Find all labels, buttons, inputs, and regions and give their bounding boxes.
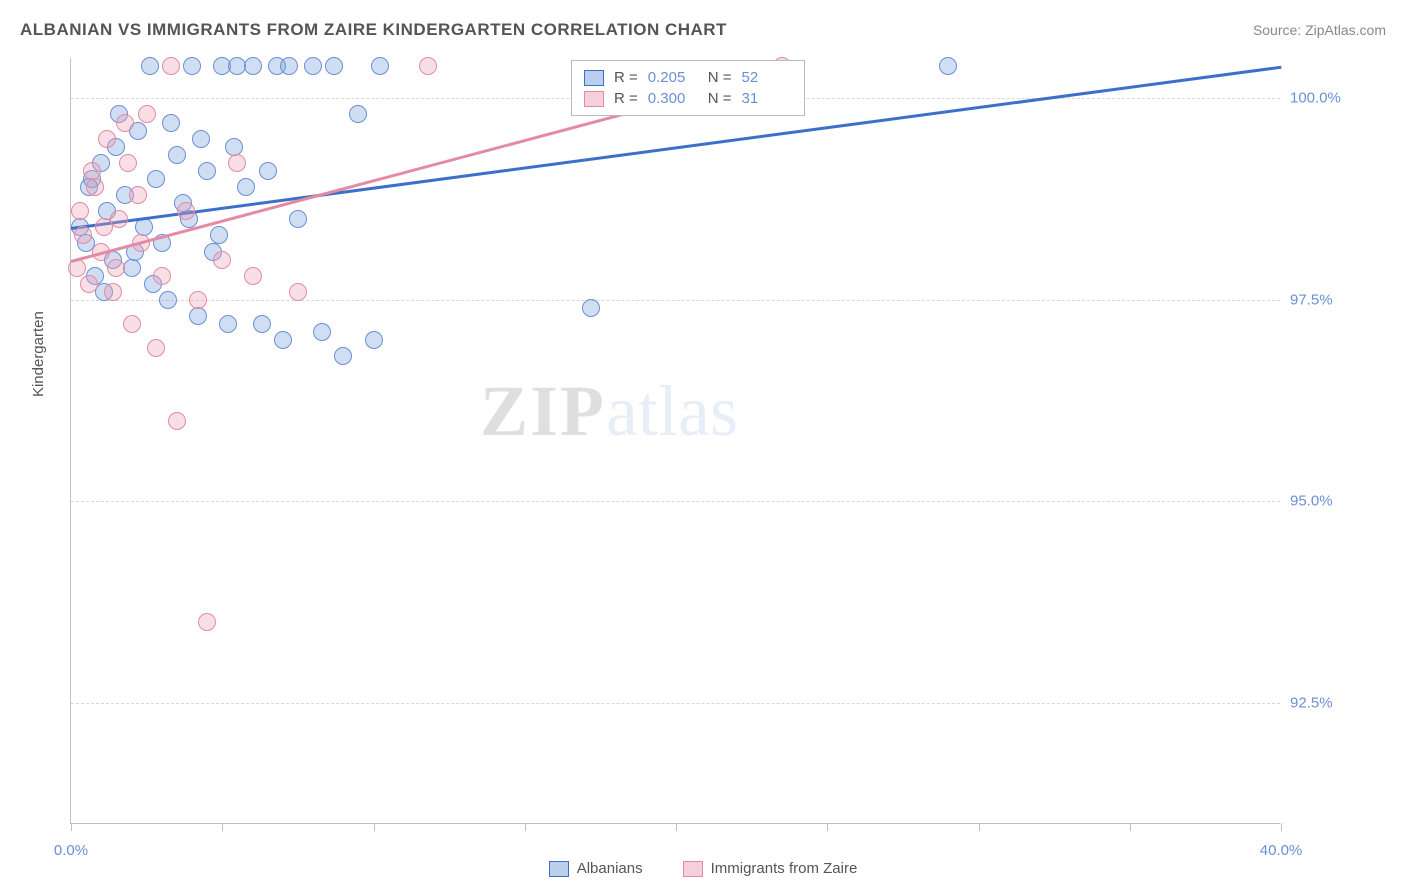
data-point <box>334 347 352 365</box>
data-point <box>219 315 237 333</box>
data-point <box>189 307 207 325</box>
data-point <box>147 339 165 357</box>
x-tick <box>525 823 526 831</box>
data-point <box>304 57 322 75</box>
data-point <box>129 186 147 204</box>
data-point <box>213 251 231 269</box>
r-label: R = <box>614 90 638 107</box>
legend-item: Albanians <box>549 860 643 877</box>
y-axis-label: Kindergarten <box>30 311 47 397</box>
data-point <box>244 267 262 285</box>
data-point <box>83 162 101 180</box>
x-tick <box>374 823 375 831</box>
x-tick <box>222 823 223 831</box>
plot-area: 92.5%95.0%97.5%100.0%0.0%40.0%R =0.205N … <box>70 58 1280 824</box>
source-attribution: Source: ZipAtlas.com <box>1253 22 1386 38</box>
data-point <box>183 57 201 75</box>
data-point <box>104 283 122 301</box>
data-point <box>280 57 298 75</box>
data-point <box>365 331 383 349</box>
x-tick <box>827 823 828 831</box>
data-point <box>177 202 195 220</box>
data-point <box>153 267 171 285</box>
legend-swatch <box>584 91 604 107</box>
data-point <box>168 146 186 164</box>
data-point <box>80 275 98 293</box>
data-point <box>123 315 141 333</box>
data-point <box>147 170 165 188</box>
r-value: 0.205 <box>648 69 698 86</box>
data-point <box>119 154 137 172</box>
data-point <box>228 154 246 172</box>
data-point <box>371 57 389 75</box>
data-point <box>116 114 134 132</box>
data-point <box>168 412 186 430</box>
data-point <box>107 259 125 277</box>
y-tick-label: 92.5% <box>1290 695 1390 712</box>
chart-title: ALBANIAN VS IMMIGRANTS FROM ZAIRE KINDER… <box>20 20 727 40</box>
data-point <box>274 331 292 349</box>
data-point <box>138 105 156 123</box>
data-point <box>225 138 243 156</box>
data-point <box>582 299 600 317</box>
legend-label: Immigrants from Zaire <box>711 860 858 877</box>
data-point <box>313 323 331 341</box>
x-tick-label: 40.0% <box>1260 842 1303 859</box>
legend-item: Immigrants from Zaire <box>683 860 858 877</box>
gridline <box>71 501 1280 502</box>
n-label: N = <box>708 90 732 107</box>
data-point <box>162 114 180 132</box>
data-point <box>237 178 255 196</box>
data-point <box>86 178 104 196</box>
gridline <box>71 703 1280 704</box>
y-tick-label: 95.0% <box>1290 493 1390 510</box>
data-point <box>159 291 177 309</box>
n-value: 31 <box>742 90 792 107</box>
n-value: 52 <box>742 69 792 86</box>
data-point <box>135 218 153 236</box>
data-point <box>189 291 207 309</box>
data-point <box>325 57 343 75</box>
n-label: N = <box>708 69 732 86</box>
legend-label: Albanians <box>577 860 643 877</box>
y-tick-label: 100.0% <box>1290 90 1390 107</box>
stats-row: R = 0.300 N = 31 <box>584 88 792 109</box>
data-point <box>198 613 216 631</box>
data-point <box>95 218 113 236</box>
data-point <box>210 226 228 244</box>
stats-box: R = 0.205 N = 52 R = 0.300 N = 31 <box>571 60 805 116</box>
data-point <box>253 315 271 333</box>
data-point <box>141 57 159 75</box>
data-point <box>419 57 437 75</box>
data-point <box>192 130 210 148</box>
x-tick-label: 0.0% <box>54 842 88 859</box>
data-point <box>244 57 262 75</box>
x-tick <box>1281 823 1282 831</box>
stats-row: R = 0.205 N = 52 <box>584 67 792 88</box>
r-value: 0.300 <box>648 90 698 107</box>
data-point <box>939 57 957 75</box>
data-point <box>162 57 180 75</box>
legend-swatch <box>549 861 569 877</box>
x-tick <box>979 823 980 831</box>
x-tick <box>1130 823 1131 831</box>
data-point <box>349 105 367 123</box>
data-point <box>289 283 307 301</box>
gridline <box>71 300 1280 301</box>
data-point <box>74 226 92 244</box>
x-tick <box>71 823 72 831</box>
legend-swatch <box>683 861 703 877</box>
data-point <box>198 162 216 180</box>
legend: Albanians Immigrants from Zaire <box>0 860 1406 877</box>
data-point <box>98 130 116 148</box>
x-tick <box>676 823 677 831</box>
legend-swatch <box>584 70 604 86</box>
data-point <box>71 202 89 220</box>
y-tick-label: 97.5% <box>1290 291 1390 308</box>
data-point <box>289 210 307 228</box>
r-label: R = <box>614 69 638 86</box>
data-point <box>259 162 277 180</box>
